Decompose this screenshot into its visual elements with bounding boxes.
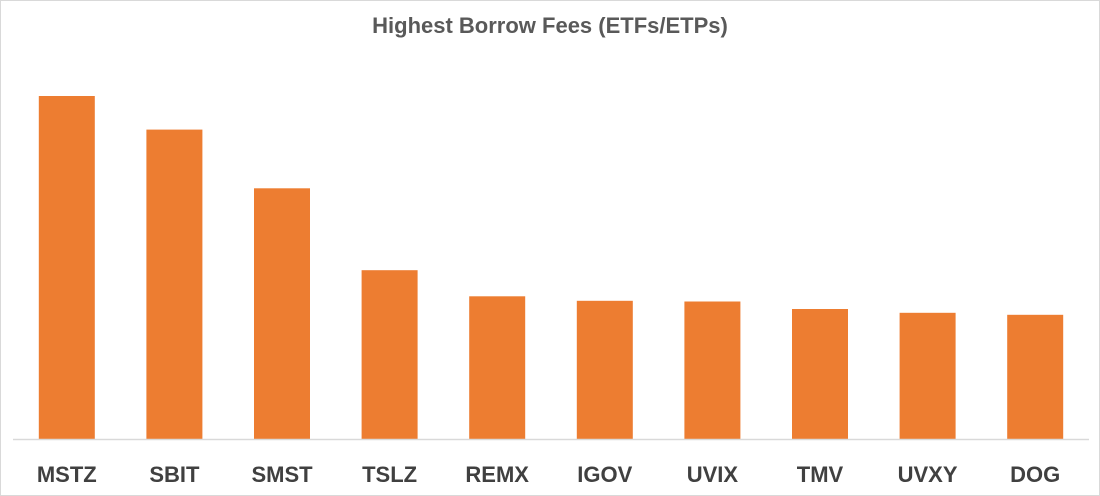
x-tick-label-sbit: SBIT — [149, 462, 200, 487]
bar-uvxy — [899, 312, 956, 439]
bar-sbit — [146, 129, 203, 439]
bar-tmv — [792, 309, 848, 439]
x-tick-label-tslz: TSLZ — [362, 462, 417, 487]
bar-dog — [1007, 314, 1064, 439]
x-tick-label-remx: REMX — [465, 462, 529, 487]
x-tick-label-igov: IGOV — [577, 462, 632, 487]
bar-uvix — [684, 301, 741, 439]
x-tick-label-uvix: UVIX — [687, 462, 739, 487]
x-tick-label-dog: DOG — [1010, 462, 1060, 487]
chart-title: Highest Borrow Fees (ETFs/ETPs) — [372, 13, 728, 38]
bar-remx — [469, 296, 526, 439]
x-tick-label-mstz: MSTZ — [37, 462, 97, 487]
bar-mstz — [38, 96, 95, 439]
x-tick-label-tmv: TMV — [797, 462, 844, 487]
bar-tslz — [361, 270, 418, 439]
x-tick-label-uvxy: UVXY — [898, 462, 958, 487]
x-tick-label-smst: SMST — [251, 462, 313, 487]
bar-smst — [254, 188, 310, 439]
bar-igov — [576, 300, 633, 439]
